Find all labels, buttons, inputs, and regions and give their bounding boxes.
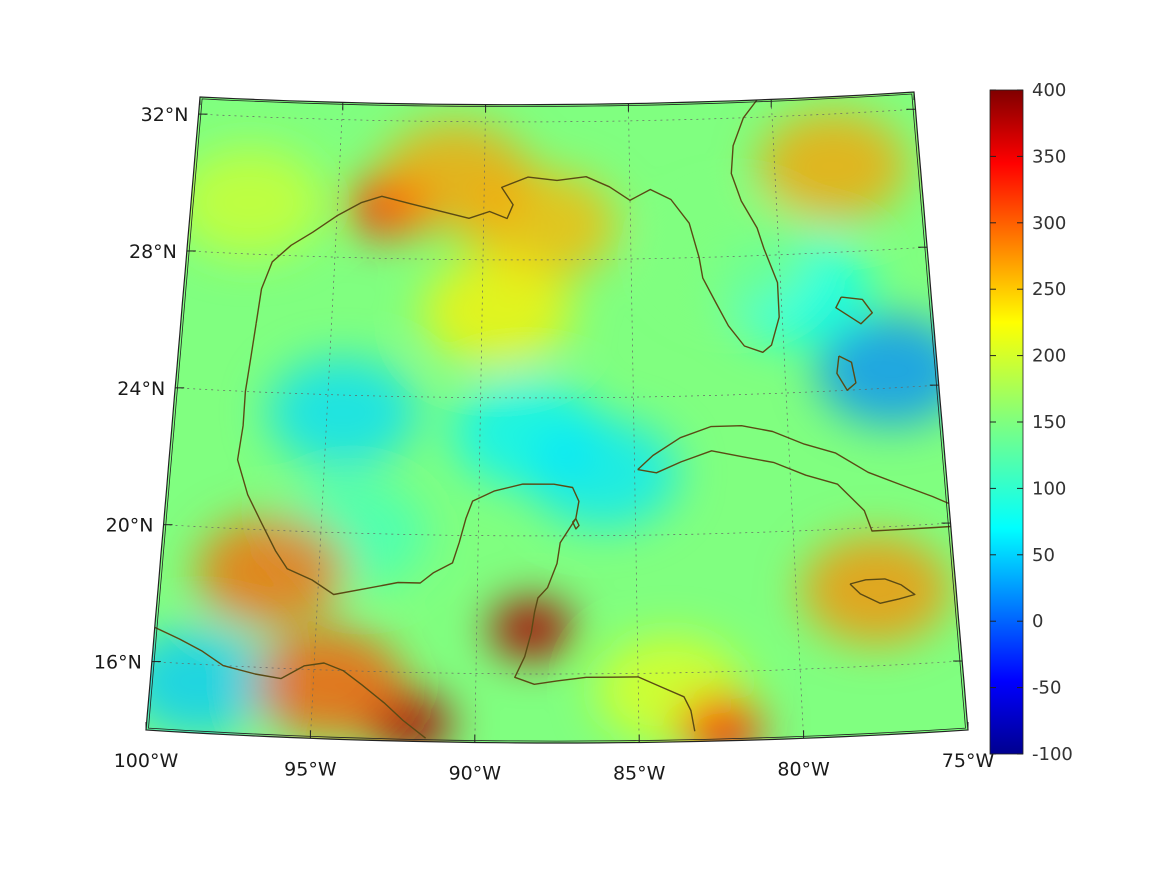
longitude-label: 80°W [777,758,830,780]
colorbar-tick-label: 200 [1032,346,1066,367]
colorbar: 400 350 300 250 200 150 100 50 0 -50 -100 [989,80,1073,765]
latitude-labels: 32°N 28°N 24°N 20°N 16°N [94,104,189,674]
field-anomalies [146,110,967,743]
longitude-label: 100°W [114,750,179,772]
colorbar-tick-label: -100 [1032,744,1073,765]
coastline-pacific [154,626,427,739]
latitude-label: 32°N [141,104,189,126]
frame-ticks [145,92,969,743]
colorbar-tick-label: 250 [1032,279,1066,300]
anomaly-pacific-coast [146,626,275,737]
coastline-jamaica [849,578,916,604]
anomaly-west-gulf [267,357,418,468]
anomaly-tehuantepec [254,628,405,739]
anomaly-atlantic-ne [757,110,908,221]
colorbar-tick-label: -50 [1032,678,1061,699]
colorbar-ticks: 400 350 300 250 200 150 100 50 0 -50 -100 [990,80,1073,765]
coastline-yucatan-isl [572,518,580,530]
map-frame-inner [148,93,966,742]
longitude-label: 95°W [284,758,337,780]
longitude-label: 85°W [613,763,666,785]
colorbar-tick-label: 350 [1032,146,1066,167]
coastline-gulf-north [255,99,780,353]
coastline-gulf-west-south [236,322,696,732]
longitude-label: 90°W [449,763,502,785]
anomaly-central-gulf [422,256,573,367]
latitude-label: 28°N [129,241,177,263]
anomaly-nicaragua-coast [678,697,763,743]
longitude-label: 75°W [942,750,995,772]
anomaly-yucatan-channel [528,418,679,529]
latitude-label: 24°N [117,378,165,400]
latitude-label: 16°N [94,652,142,674]
anomaly-texas-interior [174,147,325,258]
colorbar-tick-label: 300 [1032,213,1066,234]
anomaly-bahamas-east [816,315,967,426]
meridian-line [770,99,804,739]
meridian-line [628,103,640,743]
latitude-label: 20°N [106,515,154,537]
longitude-labels: 100°W 95°W 90°W 85°W 80°W 75°W [114,750,995,785]
heat-field [146,92,968,743]
parallel-line [175,384,939,399]
colorbar-tick-label: 150 [1032,412,1066,433]
anomaly-veracruz [196,516,347,627]
colorbar-tick-label: 100 [1032,478,1066,499]
meridian-line [310,102,344,739]
meridian-line [474,104,486,743]
anomaly-north-gulf-coast [380,121,531,232]
colorbar-tick-label: 0 [1032,611,1043,632]
coastline-bahamas [835,296,873,325]
anomaly-jamaica [801,534,951,645]
coastline-andros [836,355,857,391]
colorbar-tick-label: 400 [1032,80,1066,101]
colorbar-tick-label: 50 [1032,545,1055,566]
map-panel: 100°W 95°W 90°W 85°W 80°W 75°W 32°N 28°N 24°N 20… [94,91,995,785]
